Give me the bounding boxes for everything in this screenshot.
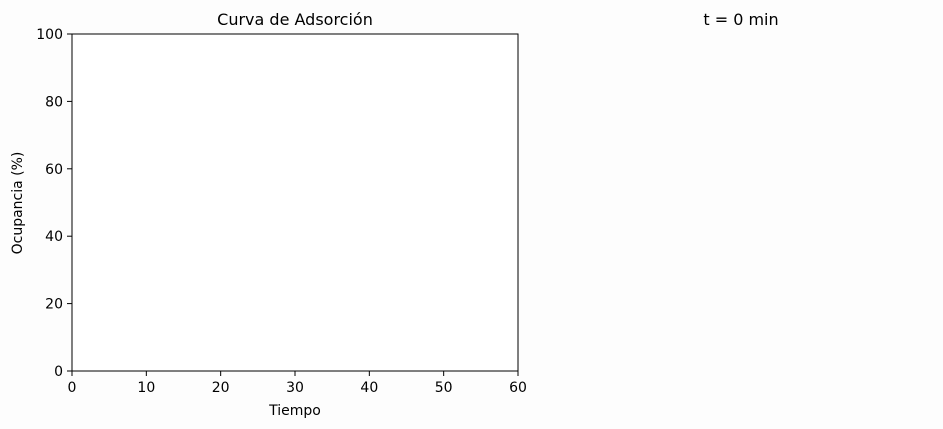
x-tick-label: 30 — [286, 380, 304, 396]
y-axis-label: Ocupancia (%) — [10, 152, 26, 255]
x-tick-label: 20 — [212, 380, 230, 396]
y-tick-label: 0 — [54, 364, 63, 380]
x-tick-label: 50 — [435, 380, 453, 396]
plot-area: 0 10 20 30 40 50 60 0 20 40 60 80 100 — [36, 27, 527, 396]
y-tick-label: 20 — [45, 297, 63, 313]
x-tick-label: 60 — [509, 380, 527, 396]
chart-title: Curva de Adsorción — [217, 10, 373, 29]
y-tick-label: 40 — [45, 229, 63, 245]
y-tick-label: 100 — [36, 27, 63, 43]
y-tick-label: 60 — [45, 162, 63, 178]
y-tick-label: 80 — [45, 94, 63, 110]
plot-frame — [71, 33, 519, 372]
x-tick-label: 40 — [360, 380, 378, 396]
x-axis: 0 10 20 30 40 50 60 — [68, 371, 527, 396]
x-tick-label: 10 — [137, 380, 155, 396]
y-axis: 0 20 40 60 80 100 — [36, 27, 72, 380]
right-panel-title: t = 0 min — [703, 10, 778, 29]
x-tick-label: 0 — [68, 380, 77, 396]
x-axis-label: Tiempo — [268, 403, 321, 419]
